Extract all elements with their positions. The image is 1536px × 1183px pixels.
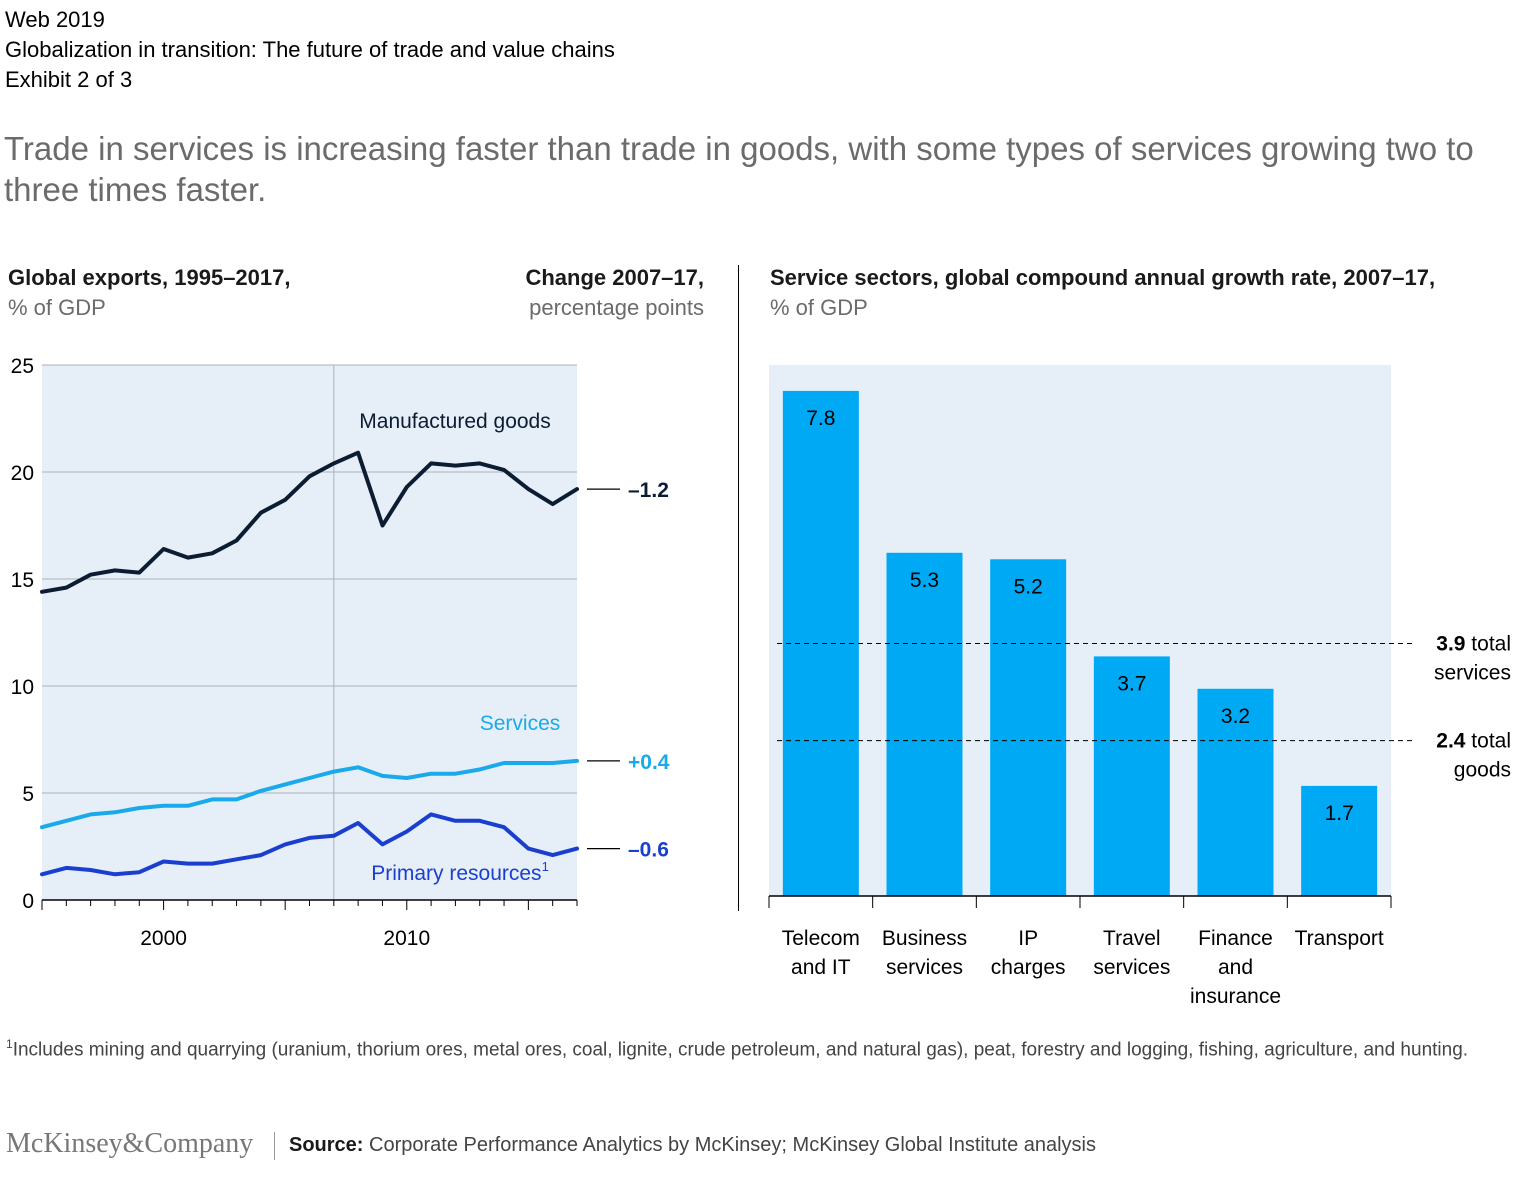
category-label: and IT <box>791 956 851 979</box>
change-title-main: Change 2007–17, <box>525 265 704 290</box>
source-note: Source: Corporate Performance Analytics … <box>289 1134 1096 1157</box>
source-label: Source: <box>289 1134 364 1156</box>
right-chart-title-unit: % of GDP <box>770 295 868 320</box>
left-chart-title-unit: % of GDP <box>8 295 106 320</box>
header-line-3: Exhibit 2 of 3 <box>5 67 133 92</box>
series-footnote-marker: 1 <box>542 859 549 874</box>
x-tick-label: 2010 <box>383 927 430 950</box>
chart-divider <box>738 265 739 911</box>
bar-3 <box>1093 656 1170 896</box>
series-name: Services <box>480 712 561 735</box>
reference-text: total <box>1465 632 1511 655</box>
y-tick-label: 10 <box>11 676 34 699</box>
change-title: Change 2007–17, percentage points <box>420 263 704 323</box>
series-name: Primary resources <box>371 862 541 885</box>
series-label-0: Manufactured goods <box>359 410 550 433</box>
right-chart-title: Service sectors, global compound annual … <box>770 263 1435 323</box>
bar-2 <box>990 559 1067 896</box>
reference-label-line2-1: goods <box>1454 759 1511 782</box>
reference-value: 3.9 <box>1436 632 1465 655</box>
series-line-2 <box>40 812 579 877</box>
bar-value-label: 5.3 <box>910 569 939 592</box>
series-label-2: Primary resources1 <box>371 859 549 885</box>
y-tick-label: 15 <box>11 569 34 592</box>
source-text: Corporate Performance Analytics by McKin… <box>369 1134 1097 1156</box>
reference-label-0: 3.9 total <box>1436 632 1511 655</box>
footer-separator <box>274 1132 275 1160</box>
headline: Trade in services is increasing faster t… <box>4 130 1474 208</box>
bar-value-label: 7.8 <box>806 407 835 430</box>
category-label: Business <box>882 927 967 950</box>
category-label: Telecom <box>782 927 860 950</box>
category-label: Finance <box>1198 927 1273 950</box>
footnote-marker: 1 <box>6 1037 13 1051</box>
category-label: charges <box>991 956 1066 979</box>
bar-value-label: 3.2 <box>1221 705 1250 728</box>
category-label: insurance <box>1190 985 1281 1008</box>
bar-value-label: 3.7 <box>1117 672 1146 695</box>
left-chart-title-main: Global exports, 1995–2017, <box>8 265 291 290</box>
y-tick-label: 5 <box>22 783 34 806</box>
change-value-2: –0.6 <box>628 839 669 862</box>
bar-value-label: 1.7 <box>1325 802 1354 825</box>
mckinsey-logo: McKinsey&Company <box>6 1128 254 1159</box>
series-label-1: Services <box>480 712 561 735</box>
bar-4 <box>1197 688 1274 896</box>
bar-1 <box>886 552 963 896</box>
series-name: Manufactured goods <box>359 410 550 433</box>
bar-chart-panel <box>769 365 1391 896</box>
right-chart-title-main: Service sectors, global compound annual … <box>770 265 1436 290</box>
category-label: services <box>886 956 963 979</box>
reference-label-1: 2.4 total <box>1436 730 1511 753</box>
category-label: services <box>1093 956 1170 979</box>
x-tick-label: 2000 <box>140 927 187 950</box>
series-line-1 <box>40 758 579 830</box>
y-tick-label: 20 <box>11 462 34 485</box>
reference-label-line2-0: services <box>1434 661 1511 684</box>
y-tick-label: 0 <box>22 890 34 913</box>
series-line-0 <box>40 450 579 594</box>
footnote: 1Includes mining and quarrying (uranium,… <box>6 1031 1486 1063</box>
header-line-2: Globalization in transition: The future … <box>5 37 615 62</box>
category-label: Travel <box>1103 927 1161 950</box>
change-value-0: –1.2 <box>628 479 669 502</box>
category-label: IP <box>1018 927 1038 950</box>
category-label: and <box>1218 956 1253 979</box>
bar-value-label: 5.2 <box>1014 575 1043 598</box>
footnote-text: Includes mining and quarrying (uranium, … <box>12 1039 1469 1061</box>
bar-5 <box>1301 785 1378 896</box>
change-value-1: +0.4 <box>628 751 670 774</box>
reference-text: total <box>1465 730 1511 753</box>
header-line-1: Web 2019 <box>5 7 105 32</box>
bar-0 <box>782 390 859 896</box>
reference-value: 2.4 <box>1436 730 1466 753</box>
left-chart-title: Global exports, 1995–2017, % of GDP <box>8 263 291 323</box>
change-title-unit: percentage points <box>529 295 704 320</box>
y-tick-label: 25 <box>11 355 34 378</box>
category-label: Transport <box>1295 927 1384 950</box>
